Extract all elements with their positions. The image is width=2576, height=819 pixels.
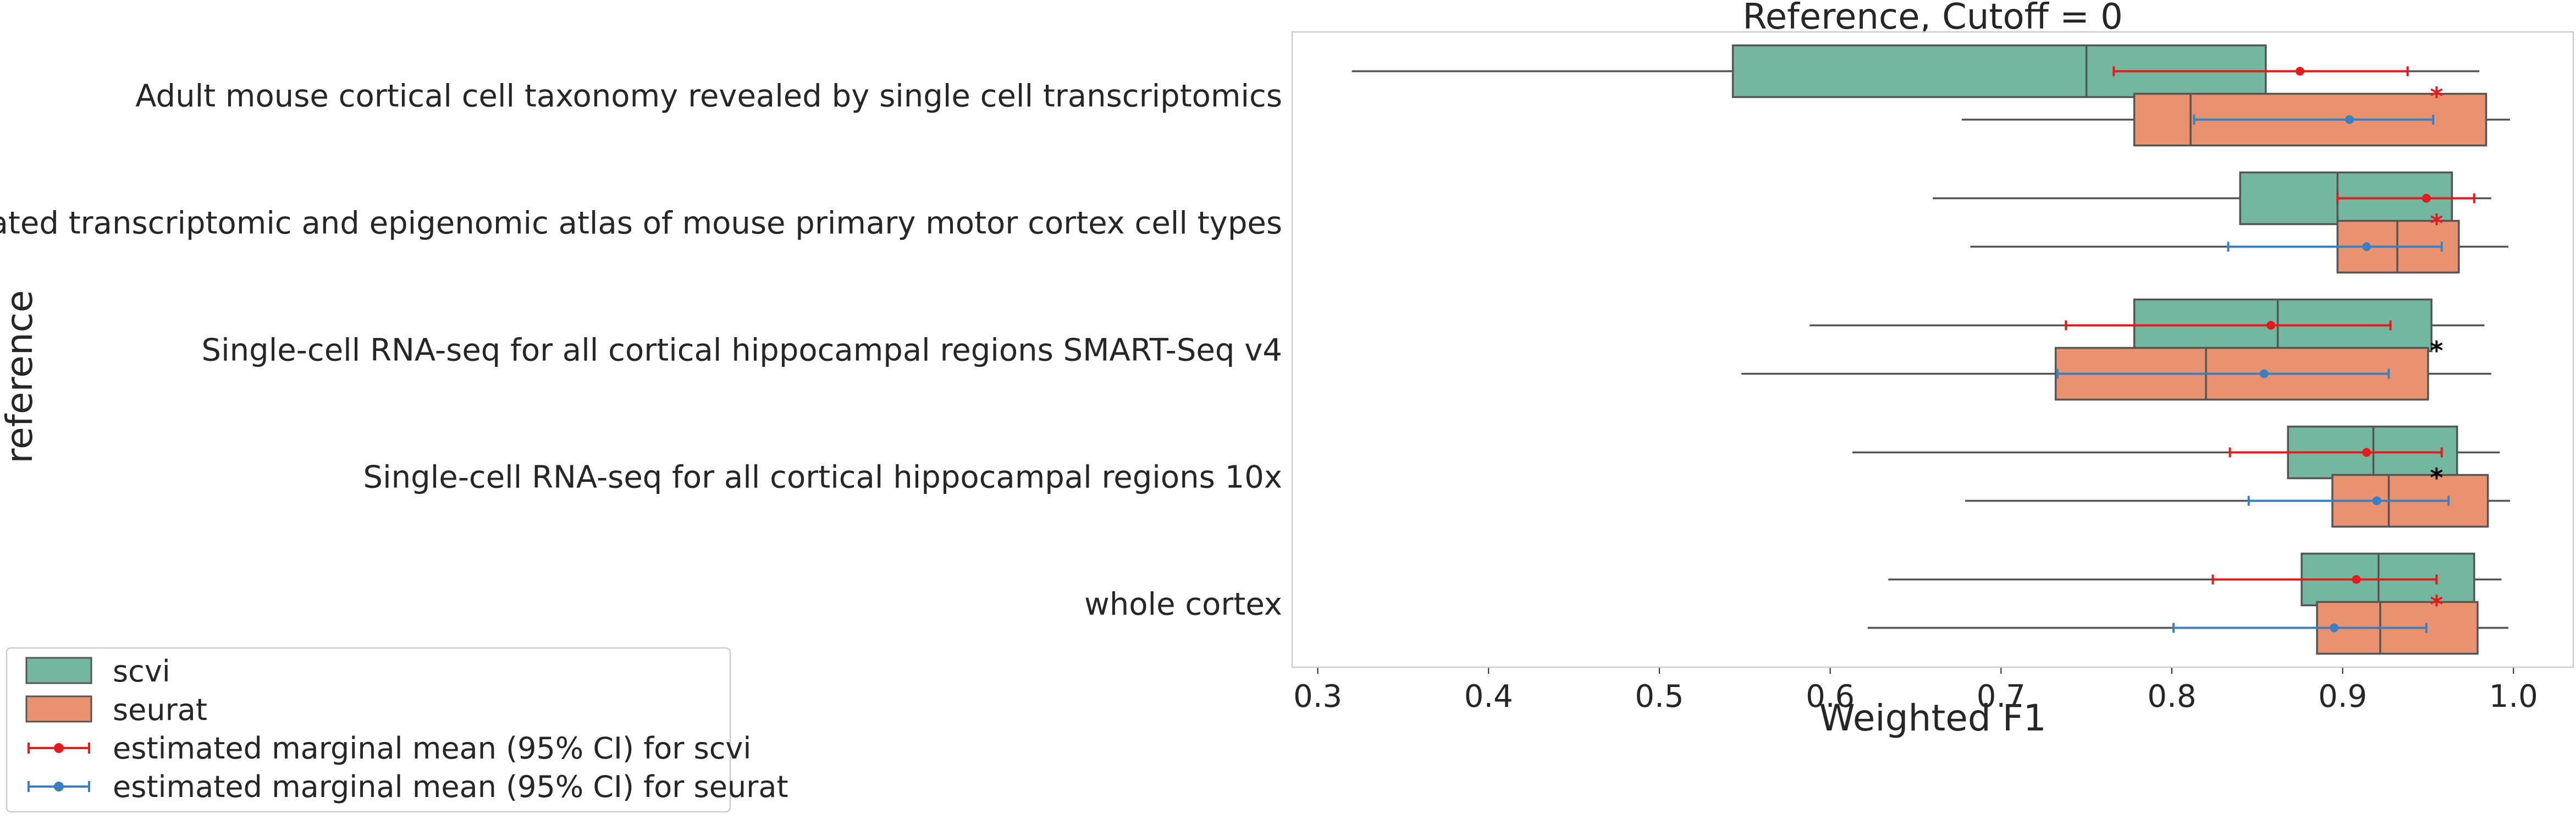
legend-item: estimated marginal mean (95% CI) for scv… xyxy=(27,731,751,766)
legend-item: scvi xyxy=(25,654,170,689)
legend-label: seurat xyxy=(113,692,207,727)
mean-point xyxy=(2266,321,2276,330)
significance-star: * xyxy=(2430,463,2443,493)
x-axis-ticks: 0.3 0.4 0.5 0.6 0.7 0.8 0.9 1.0 xyxy=(1293,667,2538,714)
x-tick-label: 0.5 xyxy=(1635,679,1684,714)
category-label: Single-cell RNA-seq for all cortical hip… xyxy=(363,460,1282,496)
significance-star: * xyxy=(2430,590,2443,620)
mean-point xyxy=(2295,67,2304,76)
legend-label: estimated marginal mean (95% CI) for seu… xyxy=(113,769,788,804)
marginal-mean-1 xyxy=(2172,623,2428,633)
x-tick-label: 1.0 xyxy=(2489,679,2538,714)
marginal-mean-1 xyxy=(2193,114,2435,125)
marginal-mean-0 xyxy=(2229,447,2443,458)
x-tick-label: 0.7 xyxy=(1977,679,2026,714)
x-tick-label: 0.4 xyxy=(1464,679,1513,714)
chart-title: Reference, Cutoff = 0 xyxy=(1742,0,2123,37)
x-tick-label: 0.6 xyxy=(1806,679,1855,714)
mean-point xyxy=(2421,194,2431,203)
marginal-mean-1 xyxy=(2227,241,2443,252)
y-axis-title: reference xyxy=(0,290,41,463)
category-label: Single-cell RNA-seq for all cortical hip… xyxy=(202,333,1282,369)
legend-label: scvi xyxy=(113,654,170,689)
marginal-mean-1 xyxy=(2056,369,2390,379)
legend-marker xyxy=(54,782,64,791)
category-label: An integrated transcriptomic and epigeno… xyxy=(0,206,1282,241)
plot-area-frame xyxy=(1291,31,2574,668)
mean-point xyxy=(2352,575,2361,584)
mean-point xyxy=(2362,448,2371,457)
category-labels: Adult mouse cortical cell taxonomy revea… xyxy=(0,79,1282,623)
legend-item: seurat xyxy=(25,692,207,727)
legend-swatch xyxy=(25,657,92,684)
marginal-mean-0 xyxy=(2112,66,2409,76)
legend-label: estimated marginal mean (95% CI) for scv… xyxy=(113,731,751,766)
significance-star: * xyxy=(2430,336,2443,366)
significance-markers: * * * * * xyxy=(2430,82,2443,620)
marginal-mean-series xyxy=(2056,66,2475,633)
mean-point xyxy=(2259,369,2269,378)
legend-swatch xyxy=(25,695,92,723)
significance-star: * xyxy=(2430,82,2443,112)
legend-item: estimated marginal mean (95% CI) for seu… xyxy=(27,769,788,804)
x-tick-label: 0.8 xyxy=(2147,679,2196,714)
mean-point xyxy=(2362,242,2371,251)
category-label: Adult mouse cortical cell taxonomy revea… xyxy=(135,79,1282,114)
mean-point xyxy=(2372,496,2381,505)
marginal-mean-0 xyxy=(2065,320,2392,331)
category-label: whole cortex xyxy=(1084,587,1282,623)
mean-point xyxy=(2345,115,2354,124)
x-tick-label: 0.9 xyxy=(2318,679,2367,714)
legend-frame xyxy=(5,647,731,813)
mean-point xyxy=(2330,623,2339,633)
marginal-mean-0 xyxy=(2211,574,2438,585)
x-tick-label: 0.3 xyxy=(1293,679,1342,714)
marginal-mean-1 xyxy=(2247,496,2450,506)
significance-star: * xyxy=(2430,209,2443,239)
x-axis-title: Weighted F1 xyxy=(1819,697,2046,739)
marginal-mean-0 xyxy=(2336,193,2475,204)
legend-marker xyxy=(54,743,64,753)
